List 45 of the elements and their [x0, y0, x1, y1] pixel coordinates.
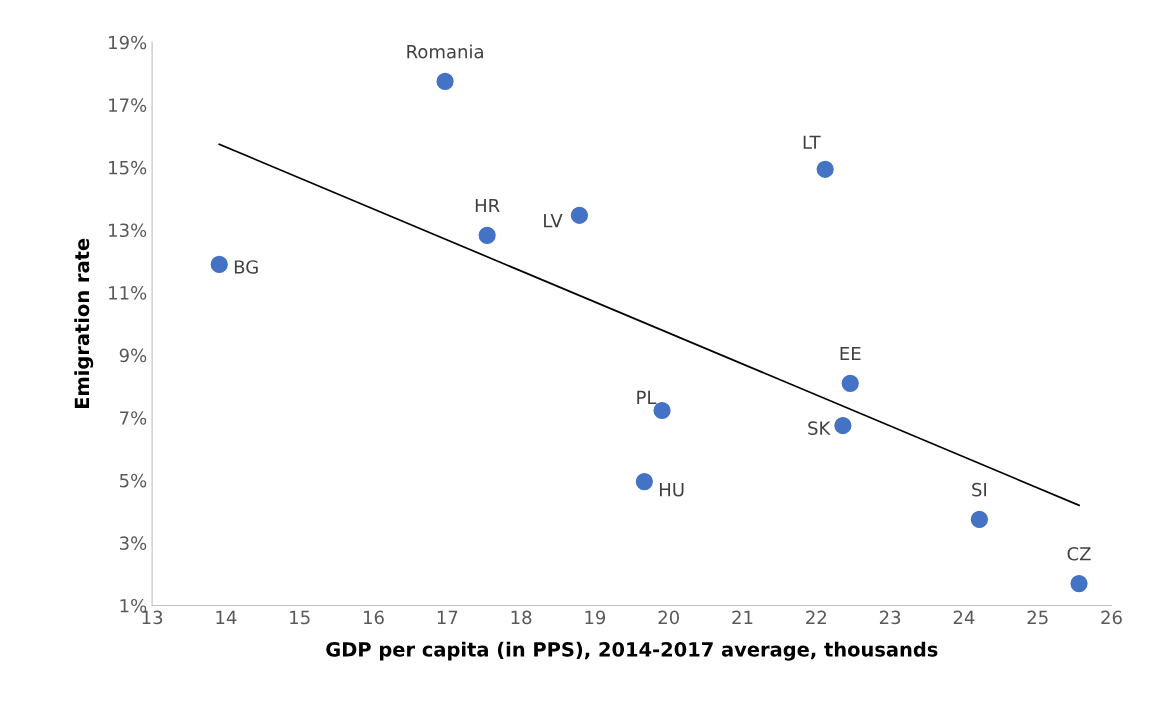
- y-tick-label: 3%: [119, 536, 147, 550]
- point: [816, 160, 834, 178]
- annotation: EE: [840, 346, 861, 361]
- point: [841, 374, 859, 392]
- x-tick-label: 21: [732, 610, 753, 625]
- point: [478, 226, 496, 244]
- x-tick-label: 18: [511, 610, 532, 625]
- point: [436, 72, 454, 90]
- x-tick-label: 16: [364, 610, 384, 625]
- x-tick-label: 19: [585, 610, 606, 625]
- annotation: LV: [544, 214, 563, 228]
- x-tick-label: 24: [953, 610, 975, 625]
- x-tick-label: 17: [437, 610, 458, 625]
- y-tick-label: 5%: [119, 473, 147, 488]
- x-axis-title: GDP per capita (in PPS), 2014-2017 average, thousands: [326, 641, 938, 661]
- x-tick-label: 23: [879, 610, 901, 625]
- y-tick-label: 11%: [109, 286, 147, 300]
- point: [834, 416, 852, 435]
- y-axis-title: Emigration rate: [74, 238, 94, 409]
- x-tick-label: 20: [658, 610, 679, 625]
- annotation: SI: [972, 482, 987, 497]
- annotation: PL: [637, 390, 657, 404]
- y-tick-label: 15%: [109, 160, 147, 175]
- point: [635, 472, 653, 491]
- point: [570, 206, 589, 224]
- annotation: Romania: [407, 44, 483, 59]
- annotation: CZ: [1067, 546, 1091, 561]
- point: [970, 510, 989, 529]
- y-tick-label: 17%: [109, 98, 147, 112]
- x-tick-label: 15: [290, 610, 310, 625]
- annotation: BG: [234, 260, 258, 274]
- x-tick-label: 22: [806, 610, 826, 625]
- y-tick-label: 19%: [109, 35, 147, 50]
- annotation: LT: [803, 135, 821, 149]
- x-tick-label: 26: [1101, 610, 1122, 625]
- y-tick-label: 7%: [120, 411, 147, 425]
- point: [1070, 574, 1088, 593]
- y-tick-label: 13%: [109, 223, 147, 238]
- x-tick-label: 14: [216, 610, 237, 625]
- y-tick-label: 9%: [119, 348, 147, 363]
- point: [210, 255, 228, 274]
- x-tick-label: 25: [1027, 610, 1048, 625]
- annotation: HU: [660, 483, 684, 497]
- annotation: HR: [475, 198, 500, 213]
- annotation: SK: [808, 421, 831, 435]
